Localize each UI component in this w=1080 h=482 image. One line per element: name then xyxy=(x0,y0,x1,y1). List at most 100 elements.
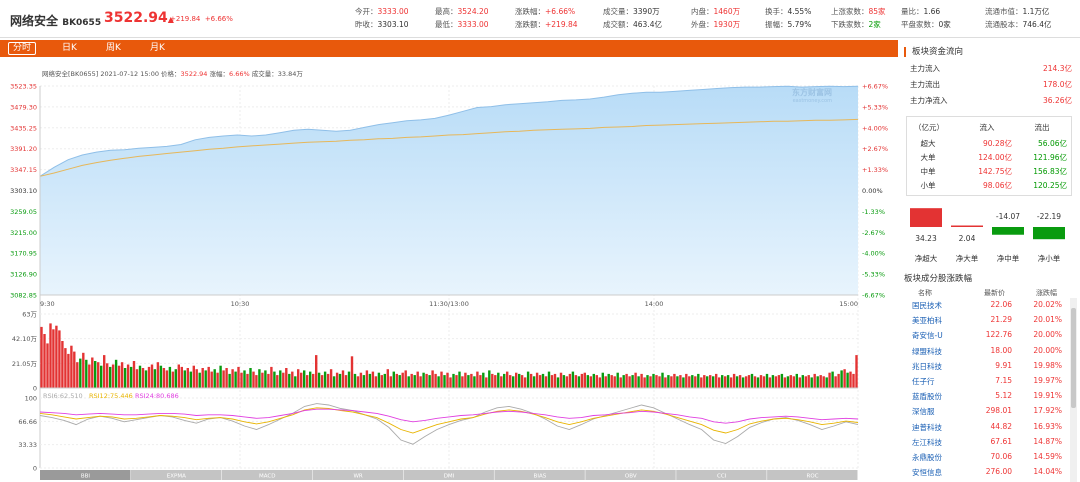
volume-bar xyxy=(46,343,49,388)
list-item[interactable]: 绿盟科技 18.00 20.00% xyxy=(912,345,1062,356)
list-item[interactable]: 迪普科技 44.82 16.93% xyxy=(912,421,1062,432)
volume-bar xyxy=(458,371,461,388)
volume-bar xyxy=(231,369,234,388)
volume-bar xyxy=(216,372,219,388)
volume-bar xyxy=(792,376,795,388)
indicator-tab-label[interactable]: MACD xyxy=(259,474,276,480)
indicator-tab[interactable] xyxy=(494,470,585,480)
volume-bar xyxy=(732,373,736,388)
volume-bar xyxy=(246,373,249,388)
volume-bar xyxy=(622,375,625,388)
tab-daily-k[interactable]: 日K xyxy=(62,43,77,53)
volume-bar xyxy=(538,375,542,388)
volume-bar xyxy=(535,372,539,388)
list-item[interactable]: 任子行 7.15 19.97% xyxy=(912,376,1062,386)
stat-item: 振幅：5.79% xyxy=(765,20,812,29)
tab-weekly-k[interactable]: 周K xyxy=(106,43,121,53)
x-tick-label: 9:30 xyxy=(40,300,55,308)
volume-bar xyxy=(434,373,437,388)
volume-bar xyxy=(380,375,383,388)
volume-bar xyxy=(807,375,810,388)
volume-bar xyxy=(109,366,112,388)
volume-bar xyxy=(658,376,661,388)
volume-bar xyxy=(428,375,431,388)
volume-bar xyxy=(586,375,589,388)
indicator-tab[interactable] xyxy=(767,470,858,480)
tab-monthly-k[interactable]: 月K xyxy=(150,43,165,53)
net-flow-value: -22.19 xyxy=(1037,212,1061,221)
volume-bar xyxy=(309,371,312,388)
volume-bar xyxy=(822,376,825,388)
volume-bar xyxy=(685,373,688,388)
indicator-tab-label[interactable]: DMI xyxy=(444,474,455,480)
indicator-tab[interactable] xyxy=(221,470,313,480)
volume-bar xyxy=(52,329,55,388)
list-item[interactable]: 永鼎股份 70.06 14.59% xyxy=(912,452,1062,462)
volume-bar xyxy=(601,372,604,388)
volume-bar xyxy=(183,370,186,388)
indicator-tab[interactable] xyxy=(130,470,222,480)
volume-bar xyxy=(795,373,798,388)
volume-bar xyxy=(541,373,545,388)
volume-bar xyxy=(512,376,515,388)
intraday-chart[interactable]: 3523.35 +6.67% 3479.30 +5.33% 3435.25 +4.00% 3… xyxy=(0,58,895,482)
stat-item: 下跌家数：2家 xyxy=(831,20,881,29)
indicator-tab-label[interactable]: OBV xyxy=(625,474,637,480)
volume-bar xyxy=(341,370,345,388)
volume-bar xyxy=(843,369,846,388)
indicator-tab-label[interactable]: WR xyxy=(353,474,362,480)
list-item[interactable]: 国民技术 22.06 20.02% xyxy=(912,300,1062,310)
volume-bar xyxy=(201,368,204,388)
list-item[interactable]: 蓝盾股份 5.12 19.91% xyxy=(912,391,1062,402)
volume-bar xyxy=(523,377,527,388)
flow-row-main-net: 主力净流入 36.26亿 xyxy=(910,96,1072,105)
indicator-tab[interactable] xyxy=(403,470,494,480)
volume-bar xyxy=(312,373,315,388)
volume-bar xyxy=(452,373,455,388)
indicator-tab-label[interactable]: BIAS xyxy=(534,474,547,480)
volume-bar xyxy=(473,376,476,388)
volume-bar xyxy=(64,348,67,388)
y-tick-pct-label: -5.33% xyxy=(862,271,885,279)
indicator-tab-label[interactable]: EXPMA xyxy=(167,474,186,480)
indicator-tab[interactable] xyxy=(40,470,131,480)
volume-bar xyxy=(344,375,348,388)
volume-bar xyxy=(300,372,303,388)
volume-bar xyxy=(613,376,616,388)
volume-bar xyxy=(688,376,691,388)
list-item[interactable]: 安恒信息 276.00 14.04% xyxy=(912,467,1062,478)
volume-bar xyxy=(111,364,115,388)
list-item[interactable]: 奇安信-U 122.76 20.00% xyxy=(912,330,1062,341)
table-row: 中单 142.75亿 156.83亿 xyxy=(920,167,1068,176)
volume-bar xyxy=(401,372,404,388)
indicator-tab-label[interactable]: ROC xyxy=(807,474,819,480)
stat-item: 成交额：463.4亿 xyxy=(603,20,662,29)
indicator-tab[interactable] xyxy=(312,470,404,480)
volume-bar xyxy=(141,368,145,388)
indicator-tab[interactable] xyxy=(676,470,767,480)
volume-bar xyxy=(509,375,512,388)
scrollbar-thumb[interactable] xyxy=(1071,308,1076,408)
indicator-tab-label[interactable]: BBI xyxy=(81,474,91,480)
volume-bar xyxy=(798,377,801,388)
indicator-tab[interactable] xyxy=(585,470,676,480)
volume-bar xyxy=(285,368,288,388)
list-item[interactable]: 深信服 298.01 17.92% xyxy=(912,406,1062,417)
tab-intraday[interactable]: 分时 xyxy=(8,42,37,55)
constituents-scrollbar[interactable] xyxy=(1070,298,1077,482)
y-tick-label: 3170.95 xyxy=(10,250,37,258)
volume-bar xyxy=(461,376,464,388)
list-item[interactable]: 左江科技 67.61 14.87% xyxy=(912,436,1062,447)
indicator-tab-label[interactable]: CCI xyxy=(717,474,727,480)
period-tab-bar: 分时 日K 周K 月K xyxy=(0,40,1080,57)
avg-price-line xyxy=(39,118,859,177)
list-item[interactable]: 兆日科技 9.91 19.98% xyxy=(912,360,1062,371)
constituents-title: 板块成分股涨跌幅 xyxy=(904,274,973,284)
volume-bar xyxy=(43,334,46,388)
list-item[interactable]: 美亚柏科 21.29 20.01% xyxy=(912,315,1062,326)
quote-stats: 今开：3333.00 最高：3524.20 涨跌幅：+6.66% 成交量：3390万 内… xyxy=(355,6,1080,34)
stat-item: 平盘家数：0家 xyxy=(901,20,951,29)
stat-item: 昨收：3303.10 xyxy=(355,20,409,29)
y-tick-label: 3479.30 xyxy=(10,103,37,111)
volume-bar xyxy=(123,368,127,388)
